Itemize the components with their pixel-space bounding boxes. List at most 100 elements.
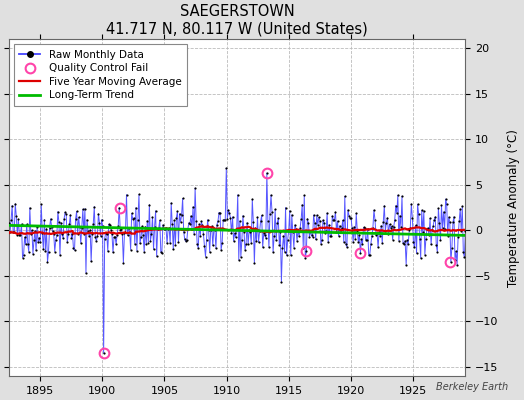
Point	[417, 255, 425, 261]
Point	[155, 225, 163, 231]
Point	[315, 218, 324, 224]
Point	[181, 238, 190, 245]
Point	[127, 210, 136, 216]
Point	[440, 209, 448, 215]
Point	[181, 236, 189, 242]
Point	[376, 232, 384, 239]
Point	[87, 258, 95, 265]
Point	[322, 228, 330, 234]
Point	[348, 225, 356, 231]
Point	[335, 222, 344, 229]
Point	[189, 204, 197, 210]
Point	[60, 215, 68, 222]
Point	[78, 224, 86, 231]
Point	[261, 235, 270, 241]
Point	[120, 230, 128, 237]
Point	[7, 216, 15, 223]
Point	[359, 224, 368, 231]
Point	[228, 214, 237, 220]
Point	[288, 212, 296, 218]
Point	[160, 225, 168, 232]
Point	[71, 216, 80, 223]
Point	[250, 260, 258, 266]
Point	[54, 219, 63, 226]
Point	[29, 250, 37, 257]
Point	[287, 252, 295, 258]
Point	[419, 229, 427, 236]
Point	[461, 228, 470, 234]
Point	[109, 249, 117, 256]
Point	[132, 204, 140, 211]
Point	[292, 225, 300, 232]
Point	[24, 240, 32, 247]
Title: SAEGERSTOWN
41.717 N, 80.117 W (United States): SAEGERSTOWN 41.717 N, 80.117 W (United S…	[106, 4, 368, 36]
Point	[166, 240, 174, 246]
Point	[293, 237, 301, 244]
Point	[193, 241, 201, 248]
Point	[303, 216, 312, 222]
Point	[142, 241, 150, 248]
Point	[86, 226, 94, 233]
Point	[192, 218, 200, 224]
Point	[286, 208, 294, 214]
Point	[156, 217, 164, 224]
Point	[8, 202, 16, 209]
Point	[135, 191, 143, 198]
Point	[237, 254, 245, 260]
Point	[203, 216, 212, 223]
Point	[407, 201, 416, 207]
Point	[253, 214, 261, 220]
Point	[188, 226, 196, 232]
Point	[333, 218, 342, 224]
Point	[57, 220, 65, 226]
Point	[106, 222, 114, 228]
Point	[431, 214, 440, 220]
Point	[164, 226, 172, 232]
Point	[97, 216, 106, 223]
Point	[216, 209, 224, 216]
Point	[324, 239, 332, 245]
Point	[302, 248, 311, 254]
Point	[234, 192, 242, 198]
Point	[272, 237, 280, 244]
Point	[325, 222, 333, 228]
Point	[28, 227, 36, 234]
Point	[25, 249, 33, 255]
Point	[270, 233, 278, 240]
Point	[422, 236, 430, 242]
Point	[119, 260, 127, 266]
Point	[236, 218, 244, 224]
Point	[79, 206, 87, 212]
Point	[397, 224, 405, 230]
Point	[165, 225, 173, 231]
Point	[148, 214, 157, 220]
Point	[441, 196, 450, 202]
Point	[147, 231, 156, 238]
Point	[380, 202, 388, 209]
Point	[218, 240, 226, 246]
Point	[412, 250, 421, 256]
Point	[331, 209, 340, 215]
Point	[177, 219, 185, 225]
Point	[243, 219, 252, 226]
Point	[450, 214, 458, 220]
Point	[428, 227, 436, 233]
Y-axis label: Temperature Anomaly (°C): Temperature Anomaly (°C)	[507, 129, 520, 286]
Point	[278, 244, 287, 251]
Point	[184, 220, 193, 226]
Point	[427, 241, 435, 248]
Point	[85, 233, 93, 239]
Point	[118, 231, 126, 238]
Point	[18, 254, 27, 261]
Point	[74, 214, 83, 220]
Point	[210, 226, 218, 232]
Point	[369, 225, 377, 232]
Point	[298, 202, 307, 208]
Point	[62, 211, 70, 217]
Point	[383, 214, 391, 221]
Point	[374, 244, 383, 251]
Point	[26, 204, 34, 211]
Point	[381, 228, 389, 234]
Point	[242, 241, 250, 247]
Point	[136, 240, 144, 247]
